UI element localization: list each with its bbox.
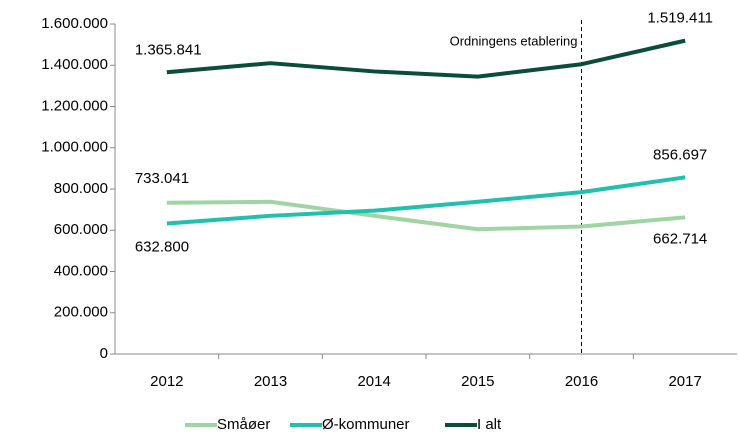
x-tick-label: 2014 [357, 373, 390, 390]
legend-label: Småøer [217, 416, 270, 433]
legend-label: Ø-kommuner [322, 416, 410, 433]
data-label: 733.041 [135, 170, 189, 187]
data-label: 662.714 [653, 230, 707, 247]
x-tick-label: 2012 [150, 373, 183, 390]
y-tick-label: 1.400.000 [41, 56, 108, 73]
data-label: 1.365.841 [135, 41, 202, 58]
series-line [166, 175, 686, 226]
series-line [166, 38, 686, 79]
x-tick-label: 2013 [254, 373, 287, 390]
x-tick-label: 2017 [668, 373, 701, 390]
y-tick-label: 1.600.000 [41, 15, 108, 32]
y-tick-label: 600.000 [54, 221, 108, 238]
series-line [166, 199, 686, 232]
data-label: 632.800 [135, 238, 189, 255]
data-label: 1.519.411 [647, 10, 713, 27]
y-tick-label: 200.000 [54, 304, 108, 321]
y-tick-label: 0 [100, 345, 108, 362]
x-tick-label: 2016 [565, 373, 598, 390]
y-tick-label: 1.000.000 [41, 139, 108, 156]
y-tick-label: 800.000 [54, 180, 108, 197]
y-tick-label: 1.200.000 [41, 97, 108, 114]
data-label: 856.697 [653, 146, 707, 163]
legend-label: I alt [477, 416, 502, 433]
x-tick-label: 2015 [461, 373, 494, 390]
y-tick-label: 400.000 [54, 262, 108, 279]
annotation-text: Ordningens etablering [450, 33, 578, 48]
